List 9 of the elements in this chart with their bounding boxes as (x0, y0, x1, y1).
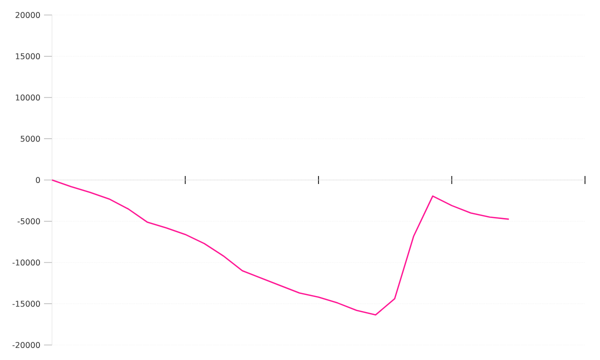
y-tick-label: 20000 (16, 12, 40, 18)
y-tick-label: 15000 (16, 53, 40, 60)
y-tick-label: -10000 (12, 259, 40, 266)
y-tick-label: -5000 (18, 218, 40, 224)
y-tick-label: 0 (36, 176, 40, 184)
y-tick-label: 5000 (20, 136, 40, 142)
y-tick-label: -15000 (12, 300, 40, 307)
y-tick-label: 10000 (16, 94, 40, 101)
y-tick-label: -20000 (12, 342, 40, 348)
